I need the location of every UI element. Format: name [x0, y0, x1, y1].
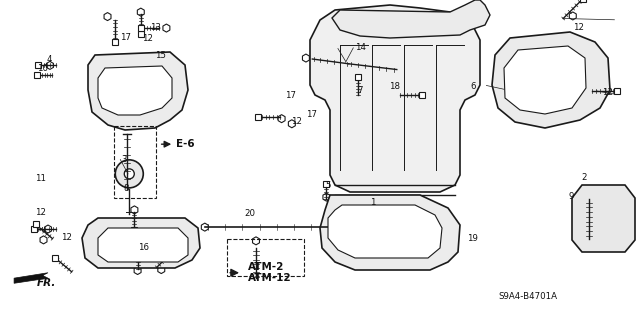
Polygon shape: [82, 218, 200, 268]
Circle shape: [348, 216, 358, 226]
Polygon shape: [88, 52, 188, 130]
Polygon shape: [431, 223, 437, 231]
Circle shape: [381, 199, 410, 227]
Text: S9A4-B4701A: S9A4-B4701A: [498, 292, 557, 301]
Text: 17: 17: [120, 33, 131, 42]
Text: 9: 9: [568, 192, 573, 201]
Polygon shape: [504, 46, 586, 114]
Polygon shape: [278, 115, 285, 123]
Polygon shape: [320, 195, 460, 270]
Polygon shape: [303, 54, 309, 62]
Text: 7: 7: [357, 86, 363, 95]
Circle shape: [124, 169, 134, 179]
Polygon shape: [570, 12, 576, 20]
Text: 8: 8: [123, 184, 129, 193]
Text: 11: 11: [35, 174, 46, 183]
Polygon shape: [14, 273, 48, 283]
Polygon shape: [310, 5, 480, 192]
Circle shape: [115, 160, 143, 188]
Polygon shape: [40, 236, 47, 244]
Polygon shape: [134, 266, 141, 275]
Circle shape: [339, 207, 367, 235]
Circle shape: [125, 233, 150, 259]
Polygon shape: [572, 185, 635, 252]
Text: 17: 17: [306, 110, 317, 119]
Text: 5: 5: [325, 181, 331, 189]
Polygon shape: [202, 223, 208, 231]
Text: 20: 20: [244, 209, 255, 218]
Polygon shape: [158, 265, 164, 274]
Circle shape: [586, 199, 621, 235]
Circle shape: [338, 51, 360, 73]
Text: ATM-12: ATM-12: [248, 273, 292, 283]
Text: 12: 12: [573, 23, 584, 32]
Text: 13: 13: [150, 23, 161, 32]
Polygon shape: [354, 60, 360, 69]
Polygon shape: [104, 12, 111, 21]
Polygon shape: [492, 32, 610, 128]
Polygon shape: [163, 24, 170, 32]
Polygon shape: [405, 91, 412, 99]
Text: FR.: FR.: [37, 278, 56, 288]
Polygon shape: [45, 225, 51, 233]
Polygon shape: [328, 205, 442, 258]
Bar: [227, 239, 304, 276]
Polygon shape: [598, 87, 605, 95]
Circle shape: [596, 210, 611, 224]
Text: 2: 2: [581, 173, 587, 182]
Polygon shape: [47, 61, 53, 70]
Circle shape: [390, 208, 401, 218]
Polygon shape: [354, 88, 360, 97]
Text: 17: 17: [285, 91, 296, 100]
Text: 4: 4: [46, 55, 52, 63]
Text: E-6: E-6: [176, 138, 195, 149]
Circle shape: [132, 241, 143, 251]
Text: 12: 12: [142, 34, 153, 43]
Polygon shape: [98, 228, 188, 262]
Text: 19: 19: [467, 234, 478, 243]
Polygon shape: [332, 0, 490, 38]
Text: 12: 12: [35, 208, 46, 217]
Text: ATM-2: ATM-2: [248, 262, 285, 272]
Text: 12: 12: [61, 233, 72, 242]
Text: 12: 12: [291, 117, 302, 126]
Polygon shape: [253, 237, 259, 245]
Text: 6: 6: [470, 82, 476, 91]
Text: 14: 14: [355, 43, 366, 52]
Text: 10: 10: [37, 64, 48, 73]
Bar: [114, 126, 156, 198]
Text: 16: 16: [138, 243, 148, 252]
Polygon shape: [323, 193, 330, 201]
Text: 1: 1: [370, 198, 376, 207]
Circle shape: [345, 58, 353, 66]
Text: 12: 12: [602, 88, 612, 97]
Polygon shape: [131, 206, 138, 214]
Polygon shape: [289, 120, 295, 128]
Polygon shape: [138, 8, 144, 16]
Text: 3: 3: [122, 155, 127, 164]
Text: 18: 18: [389, 82, 400, 91]
Text: 15: 15: [155, 51, 166, 60]
Polygon shape: [98, 66, 172, 115]
